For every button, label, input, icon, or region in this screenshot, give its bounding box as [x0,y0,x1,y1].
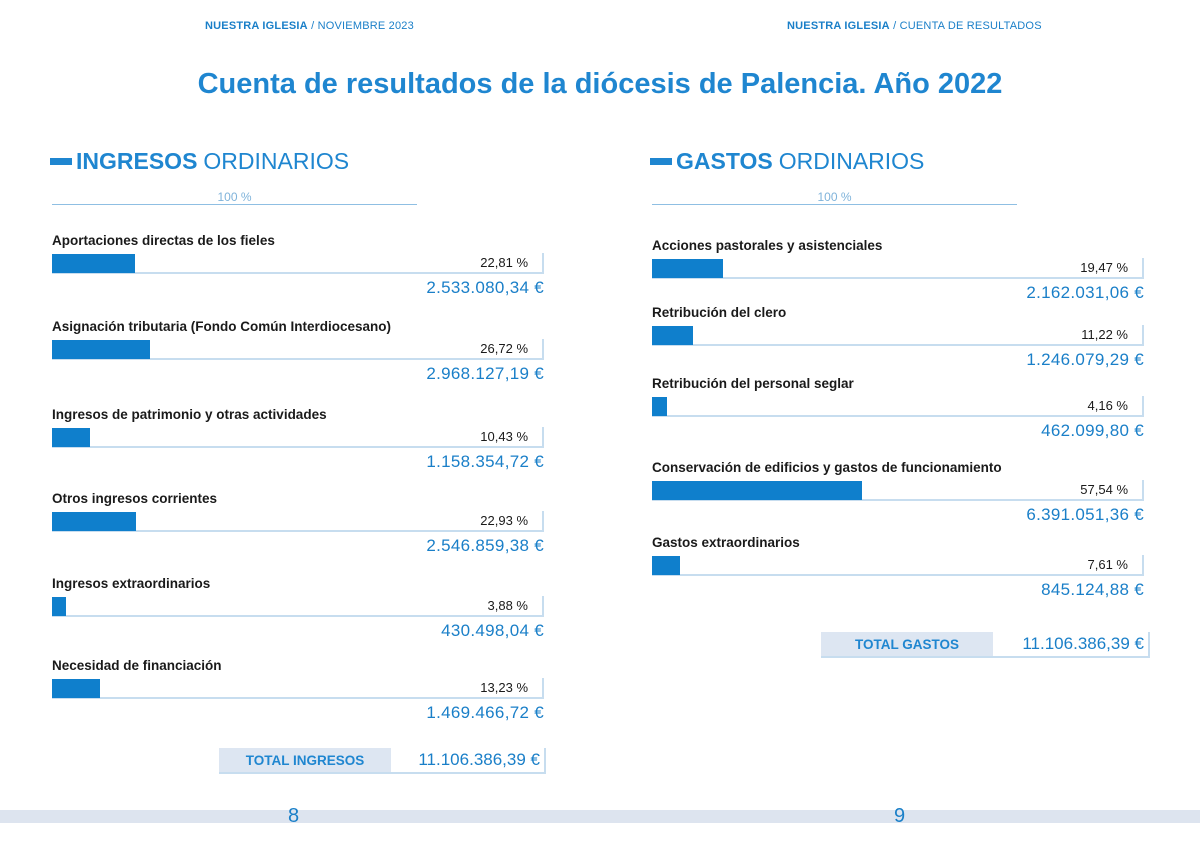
bar [52,428,90,447]
bar-track: 22,81 % [52,253,544,274]
bar-label: Otros ingresos corrientes [52,491,218,506]
heading-bold: GASTOS [676,148,773,174]
bar-item: Aportaciones directas de los fieles 22,81… [52,233,544,303]
bar-amount: 2.162.031,06 € [1026,283,1144,302]
bar-percent: 11,22 % [1081,327,1128,342]
bar-item: Asignación tributaria (Fondo Común Inter… [52,319,544,389]
bar [52,254,135,273]
running-header-left: NUESTRA IGLESIA / NOVIEMBRE 2023 [205,20,414,32]
bar-item: Retribución del personal seglar 4,16 % 462… [652,376,1144,446]
scale-100: 100 % [652,190,1017,205]
bar-label: Conservación de edificios y gastos de fu… [652,460,1002,475]
bar-percent: 57,54 % [1080,482,1128,497]
bar-label: Retribución del clero [652,305,787,320]
scale-100: 100 % [52,190,417,205]
bar-label: Asignación tributaria (Fondo Común Inter… [52,319,392,334]
bar-amount: 845.124,88 € [1041,580,1144,599]
bar-percent: 26,72 % [480,341,528,356]
heading-bold: INGRESOS [76,148,198,174]
bar-track: 11,22 % [652,325,1144,346]
bar-label: Aportaciones directas de los fieles [52,233,275,248]
bar-item: Necesidad de financiación 13,23 % 1.469.46… [52,658,544,728]
bar [652,556,680,575]
bar-percent: 13,23 % [480,680,528,695]
bar [52,512,136,531]
bar-track: 19,47 % [652,258,1144,279]
bar-track: 3,88 % [52,596,544,617]
page-title: Cuenta de resultados de la diócesis de P… [197,68,1003,100]
gastos-chart: GASTOS ORDINARIOS 100 % Acciones pastora… [600,0,1200,849]
page-number-right: 9 [894,805,906,827]
header-brand: NUESTRA IGLESIA [205,20,308,32]
scale-label: 100 % [817,190,852,204]
footer-band [0,810,1200,823]
bar-label: Gastos extraordinarios [652,535,800,550]
bar-amount: 430.498,04 € [441,621,544,640]
bar-item: Conservación de edificios y gastos de fu… [652,460,1144,530]
bar-item: Ingresos extraordinarios 3,88 % 430.498,04… [52,576,544,646]
bar-item: Gastos extraordinarios 7,61 % 845.124,88 € [652,535,1144,605]
bar-track: 13,23 % [52,678,544,699]
total-value: 11.106.386,39 € [418,750,540,769]
bar-amount: 2.546.859,38 € [426,536,544,555]
heading-light: ORDINARIOS [778,148,925,174]
header-brand: NUESTRA IGLESIA [787,20,890,32]
bar-amount: 462.099,80 € [1041,421,1144,440]
bar-track: 26,72 % [52,339,544,360]
total-label: TOTAL GASTOS [821,632,993,656]
scale-label: 100 % [217,190,252,204]
gastos-heading: GASTOS ORDINARIOS [650,148,924,175]
bar-label: Necesidad de financiación [52,658,222,673]
bar-amount: 1.246.079,29 € [1026,350,1144,369]
bar-amount: 1.158.354,72 € [426,452,544,471]
bar-label: Retribución del personal seglar [652,376,854,391]
bar-percent: 7,61 % [1087,557,1128,572]
bar-percent: 19,47 % [1080,260,1128,275]
ingresos-heading: INGRESOS ORDINARIOS [50,148,349,175]
bar-label: Acciones pastorales y asistenciales [652,238,883,253]
bar [652,259,723,278]
bar-item: Acciones pastorales y asistenciales 19,47… [652,238,1144,308]
bar-percent: 10,43 % [480,429,528,444]
total-label: TOTAL INGRESOS [219,748,391,772]
ingresos-chart: INGRESOS ORDINARIOS 100 % Aportaciones d… [50,148,546,774]
bar [52,679,100,698]
heading-light: ORDINARIOS [203,148,350,174]
bar-track: 10,43 % [52,427,544,448]
bar [652,397,667,416]
bar-percent: 22,81 % [480,255,528,270]
bar-percent: 4,16 % [1087,398,1128,413]
total-value: 11.106.386,39 € [1022,634,1144,653]
bar-amount: 6.391.051,36 € [1026,505,1144,524]
bar [652,481,862,500]
bar-track: 22,93 % [52,511,544,532]
bar [652,326,693,345]
running-header-right: NUESTRA IGLESIA / CUENTA DE RESULTADOS [787,20,1042,32]
header-issue: / NOVIEMBRE 2023 [307,20,414,32]
bar-item: Ingresos de patrimonio y otras actividad… [52,407,544,477]
bar [52,597,66,616]
bar-amount: 2.533.080,34 € [426,278,544,297]
bar-label: Ingresos de patrimonio y otras actividad… [52,407,327,422]
bar-amount: 1.469.466,72 € [426,703,544,722]
bar-item: Otros ingresos corrientes 22,93 % 2.546.85… [52,491,544,561]
total-gastos: TOTAL GASTOS 11.106.386,39 € [821,632,1150,658]
bar-track: 4,16 % [652,396,1144,417]
bar-item: Retribución del clero 11,22 % 1.246.079,29… [652,305,1144,375]
bar [52,340,150,359]
heading-dash-icon [50,158,72,165]
bar-label: Ingresos extraordinarios [52,576,211,591]
bar-percent: 22,93 % [480,513,528,528]
header-section: / CUENTA DE RESULTADOS [889,20,1042,32]
heading-dash-icon [650,158,672,165]
bar-amount: 2.968.127,19 € [426,364,544,383]
bar-track: 7,61 % [652,555,1144,576]
bar-percent: 3,88 % [487,598,528,613]
page-number-left: 8 [288,805,300,827]
bar-track: 57,54 % [652,480,1144,501]
total-ingresos: TOTAL INGRESOS 11.106.386,39 € [219,748,546,774]
